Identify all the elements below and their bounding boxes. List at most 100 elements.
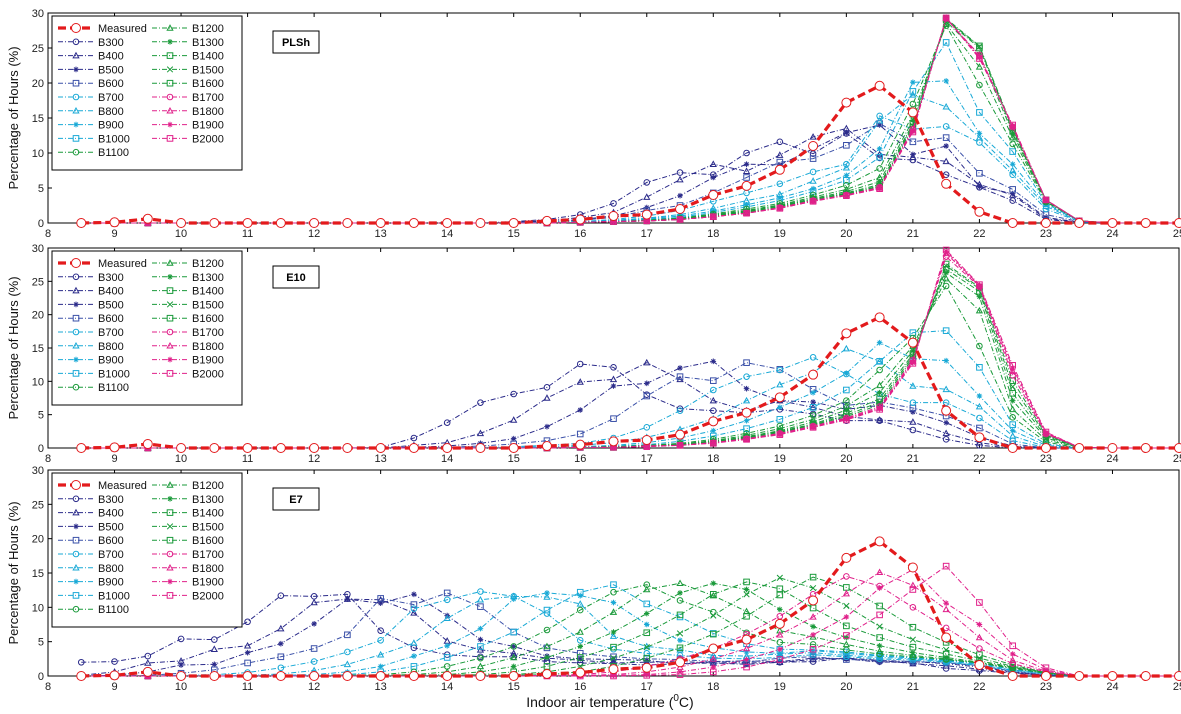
data-point-b1800 [975,633,984,641]
x-tick-label-e7: 21 [907,681,919,693]
data-point-b1100 [843,181,850,189]
data-point-measured [275,218,286,228]
x-tick-label-e10: 10 [175,453,187,465]
data-point-b600 [576,430,584,438]
data-point-measured [907,562,918,573]
data-point-b2000 [942,246,950,254]
data-point-measured [675,429,686,440]
series-line-measured [81,84,1179,225]
data-point-b600 [843,656,850,663]
legend-entry-b900: B900 [58,355,124,367]
legend-marker [72,605,80,613]
data-point-b1700 [1009,372,1016,379]
x-tick-label-e7: 15 [508,681,520,693]
data-point-b1900 [1043,429,1049,436]
data-point-b1200 [709,591,717,599]
legend-marker [167,274,173,280]
legend-entry-b1900: B1900 [152,355,224,367]
data-point-measured [1140,218,1151,228]
data-point-b1000 [477,643,484,650]
x-tick-label-plsh: 12 [308,228,320,240]
legend-label: B600 [98,313,124,325]
x-tick-label-e10: 8 [45,453,51,465]
x-tick-label-e7: 18 [707,681,719,693]
data-point-b1400 [942,650,950,658]
data-point-b1000 [876,358,883,365]
data-point-b1400 [576,654,584,661]
legend-label: B1300 [192,272,224,284]
data-point-measured [1107,443,1118,453]
data-point-b1800 [909,581,917,589]
legend-entry-measured: Measured [58,23,147,35]
data-point-b600 [244,659,251,667]
legend-entry-b2000: B2000 [152,590,224,602]
panel-label-plsh: PLSh [282,37,310,49]
y-tick-label-e10: 5 [38,410,44,422]
data-point-b500 [344,596,351,602]
data-point-b400 [643,358,651,366]
data-point-measured [209,671,220,681]
data-point-b2000 [976,55,983,62]
data-point-b2000 [776,205,784,212]
data-point-b1500 [776,574,783,581]
legend-marker [73,301,79,308]
data-point-measured [1107,218,1118,228]
x-tick-label-e10: 16 [574,453,586,465]
data-point-b1900 [810,632,816,638]
data-point-measured [342,671,353,681]
data-point-b1300 [710,580,717,587]
legend-marker [166,301,174,308]
legend-marker [72,592,80,599]
data-point-measured [242,218,253,228]
data-point-b300 [543,384,551,391]
data-point-b700 [942,123,950,130]
data-point-b2000 [676,442,684,449]
data-point-b600 [676,373,684,380]
legend-label: B900 [98,355,124,367]
data-point-measured [1040,218,1051,228]
data-point-measured [575,667,586,678]
legend-marker [166,24,174,31]
data-point-b500 [510,435,517,442]
data-point-b2000 [976,599,983,606]
data-point-b1900 [743,436,750,443]
legend-entry-b700: B700 [58,92,124,104]
data-point-b1900 [643,671,650,678]
y-tick-label-plsh: 30 [32,8,44,20]
x-tick-label-e10: 21 [907,453,919,465]
legend-label: Measured [98,258,147,270]
data-point-b1500 [710,612,717,619]
x-axis-label-superscript: 0 [673,693,679,704]
x-tick-label-e10: 9 [111,453,117,465]
data-point-b400 [909,418,917,425]
data-point-b1500 [876,623,883,630]
data-point-b1400 [610,643,617,651]
legend-marker [166,328,174,336]
legend-label: B600 [98,535,124,547]
y-axis-label-plsh: Percentage of Hours (%) [6,46,21,189]
data-point-b400 [643,193,651,200]
legend-entry-b1900: B1900 [152,577,224,589]
data-point-measured [309,671,320,681]
data-point-b400 [510,416,518,423]
data-point-measured [808,141,819,151]
data-point-b700 [344,648,351,656]
data-point-b600 [976,424,983,432]
data-point-measured [442,218,453,228]
data-point-b1100 [976,81,983,89]
legend-marker [72,550,80,558]
legend-marker [166,106,174,114]
data-point-measured [675,657,686,668]
x-tick-label-e7: 9 [111,681,117,693]
data-point-b500 [876,122,883,128]
data-point-b600 [610,415,617,422]
legend-marker [166,259,174,266]
legend-marker [166,66,174,73]
data-point-b1500 [843,602,850,610]
y-tick-label-plsh: 5 [38,183,44,195]
y-tick-label-e7: 10 [32,602,44,614]
data-point-measured [1174,671,1181,681]
y-tick-label-e7: 30 [32,465,44,477]
legend-label: B800 [98,106,124,118]
data-point-b300 [909,426,917,434]
